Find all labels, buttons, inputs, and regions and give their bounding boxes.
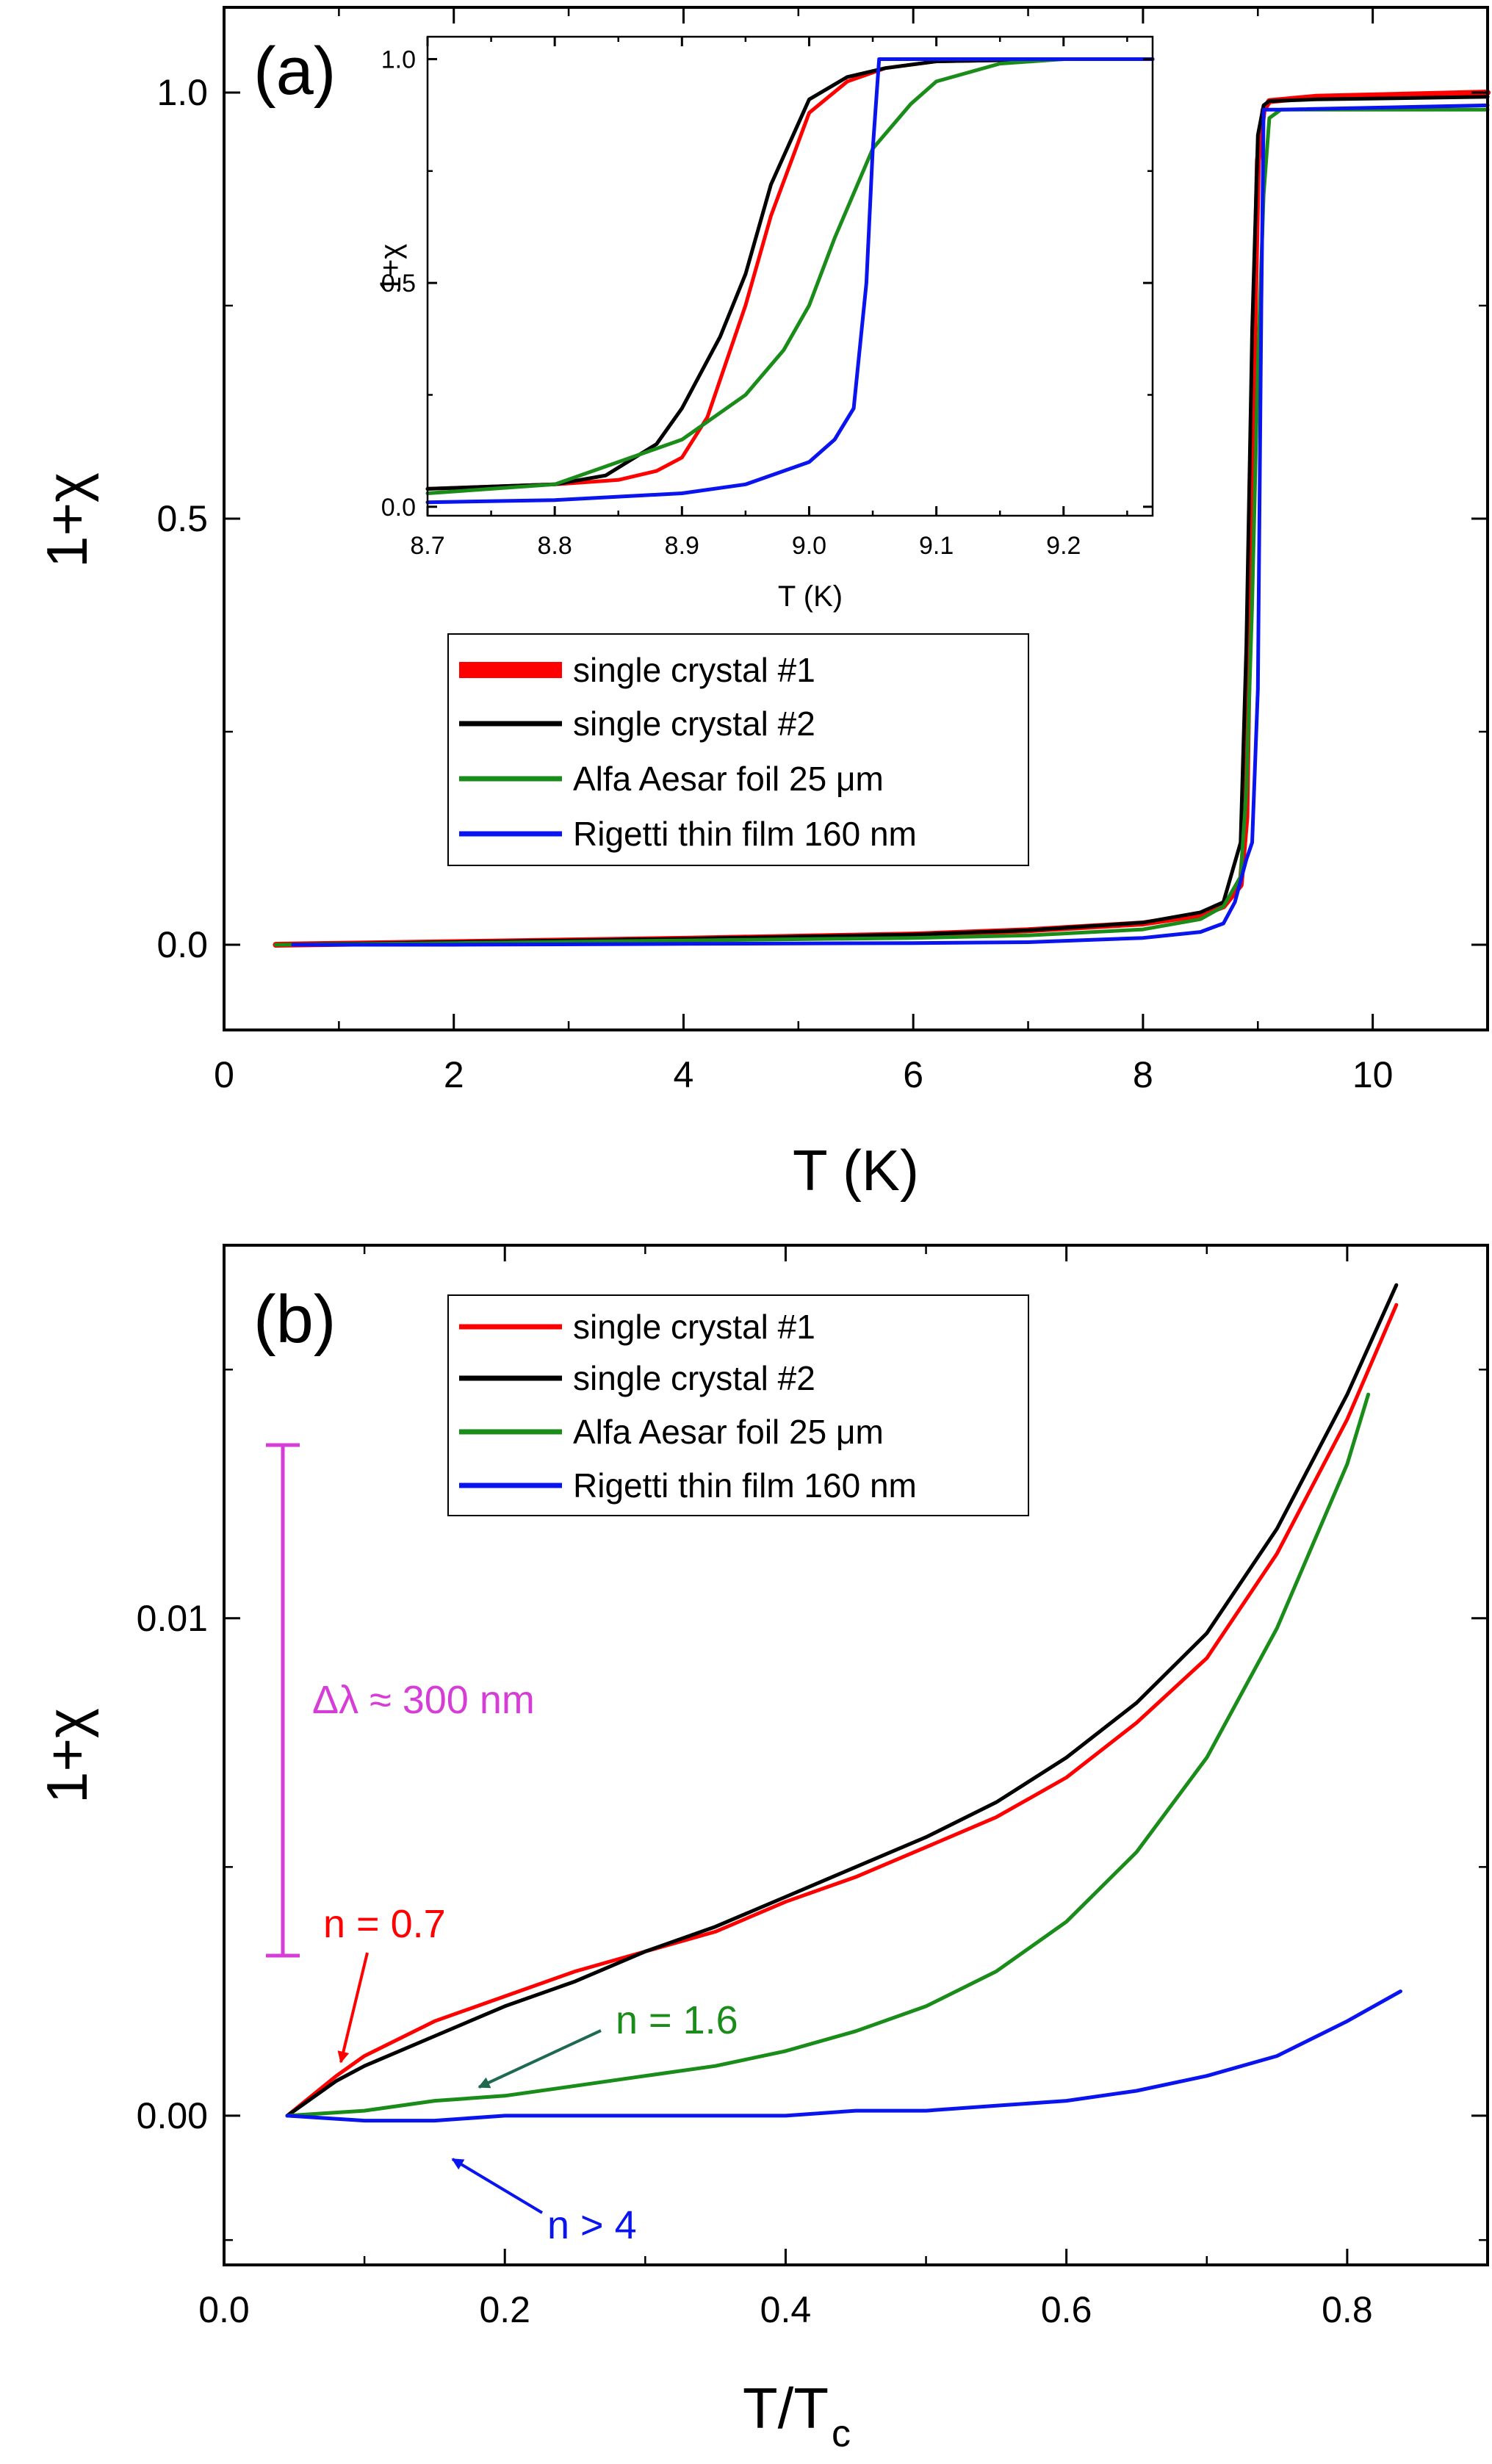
annotation-n-0-7: n = 0.7 — [323, 1902, 446, 2064]
annotation-n-0-7-label: n = 0.7 — [323, 1902, 446, 1946]
annotation-n-0-7-arrow — [337, 1952, 369, 2064]
inset-background — [428, 37, 1153, 516]
legend-b-label-3: Alfa Aesar foil 25 μm — [573, 1413, 884, 1451]
panel-b: 0.0 0.2 0.4 0.6 0.8 0.00 0.01 (b) T/T c 1+χ si… — [35, 1244, 1489, 2455]
x-tick-label-a: 6 — [903, 1054, 923, 1095]
x-tick-label-i: 9.1 — [919, 532, 954, 560]
series-b-3 — [285, 1392, 1371, 2118]
inset-ticks: 8.7 8.8 8.9 9.0 9.1 9.2 0.0 0.5 1.0 — [381, 37, 1153, 560]
x-tick-label-i: 9.0 — [792, 532, 826, 560]
x-tick-label-a: 8 — [1133, 1054, 1153, 1095]
x-tick-label-b: 0.2 — [479, 2289, 530, 2330]
panel-b-legend: single crystal #1 single crystal #2 Alfa… — [447, 1294, 1029, 1516]
delta-lambda-label: Δλ ≈ 300 nm — [312, 1678, 535, 1722]
series-a-3 — [273, 107, 1490, 947]
legend-a-label-2: single crystal #2 — [573, 705, 815, 743]
series-i-2 — [425, 57, 1155, 491]
panel-b-label: (b) — [253, 1282, 336, 1357]
series-a-4 — [291, 103, 1490, 947]
y-tick-label-a: 0.0 — [156, 924, 208, 965]
panel-b-series — [285, 1283, 1402, 2123]
y-tick-label-i: 1.0 — [381, 46, 416, 73]
panel-a: 0 2 4 6 8 10 0.0 0.5 1.0 (a) T (K) 1+χ single cr… — [35, 6, 1491, 1203]
x-tick-label-b: 0.6 — [1041, 2289, 1092, 2330]
series-a-2 — [273, 95, 1490, 947]
inset-frame — [426, 35, 1154, 517]
y-tick-label-i: 0.5 — [381, 270, 416, 298]
y-tick-label-a: 0.5 — [156, 498, 208, 539]
x-tick-label-i: 9.2 — [1046, 532, 1081, 560]
panel-b-frame — [223, 1244, 1489, 2266]
panel-a-label: (a) — [253, 34, 336, 109]
panel-a-x-axis-label: T (K) — [793, 1138, 919, 1203]
series-i-4 — [425, 57, 1155, 505]
panel-a-y-axis-label: 1+χ — [35, 472, 99, 568]
x-tick-label-b: 0.8 — [1322, 2289, 1373, 2330]
series-i-3 — [425, 57, 1155, 495]
panel-b-ticks: 0.0 0.2 0.4 0.6 0.8 0.00 0.01 — [137, 1245, 1488, 2330]
panel-b-x-axis-label-main: T/T — [743, 2376, 829, 2440]
legend-b-label-4: Rigetti thin film 160 nm — [573, 1466, 917, 1505]
x-tick-label-a: 4 — [674, 1054, 694, 1095]
x-tick-label-a: 2 — [444, 1054, 464, 1095]
annotation-n-greater-4-label: n > 4 — [547, 2203, 637, 2247]
panel-b-x-axis-label: T/T c — [743, 2376, 851, 2455]
annotation-n-greater-4-arrow — [451, 2158, 544, 2214]
y-tick-label-b: 0.00 — [137, 2095, 208, 2136]
panel-a-inset: 8.7 8.8 8.9 9.0 9.1 9.2 0.0 0.5 1.0 T (K) 1+χ — [375, 35, 1155, 613]
panel-a-ticks: 0 2 4 6 8 10 0.0 0.5 1.0 — [156, 7, 1488, 1095]
annotation-n-greater-4: n > 4 — [451, 2158, 637, 2247]
series-b-1 — [285, 1303, 1399, 2118]
legend-b-label-1: single crystal #1 — [573, 1308, 815, 1346]
series-b-2 — [285, 1283, 1399, 2118]
panel-a-legend: single crystal #1 single crystal #2 Alfa… — [447, 633, 1029, 866]
panel-b-legend-box — [447, 1294, 1029, 1516]
y-tick-label-b: 0.01 — [137, 1598, 208, 1639]
legend-b-label-2: single crystal #2 — [573, 1359, 815, 1397]
x-tick-label-i: 8.8 — [538, 532, 572, 560]
delta-lambda-scale-bar: Δλ ≈ 300 nm — [266, 1443, 535, 1958]
x-tick-label-i: 8.9 — [665, 532, 699, 560]
panel-b-y-axis-label: 1+χ — [35, 1708, 99, 1804]
annotation-n-1-6-label: n = 1.6 — [616, 1998, 738, 2042]
series-b-4 — [285, 1989, 1402, 2123]
x-tick-label-a: 0 — [214, 1054, 234, 1095]
legend-a-label-4: Rigetti thin film 160 nm — [573, 815, 917, 853]
y-tick-label-a: 1.0 — [156, 72, 208, 113]
x-tick-label-i: 8.7 — [410, 532, 444, 560]
x-tick-label-b: 0.0 — [198, 2289, 250, 2330]
panel-a-series — [273, 90, 1491, 948]
x-tick-label-a: 10 — [1352, 1054, 1394, 1095]
x-tick-label-b: 0.4 — [760, 2289, 812, 2330]
inset-series — [425, 57, 1155, 505]
annotation-n-1-6: n = 1.6 — [477, 1998, 738, 2089]
panel-b-x-axis-label-subscript: c — [832, 2413, 851, 2455]
annotation-n-1-6-arrow — [477, 2029, 602, 2089]
inset-x-axis-label: T (K) — [778, 580, 843, 613]
inset-y-axis-label: 1+χ — [375, 244, 407, 293]
legend-a-label-3: Alfa Aesar foil 25 μm — [573, 760, 884, 798]
legend-a-label-1: single crystal #1 — [573, 651, 815, 689]
y-tick-label-i: 0.0 — [381, 494, 416, 522]
